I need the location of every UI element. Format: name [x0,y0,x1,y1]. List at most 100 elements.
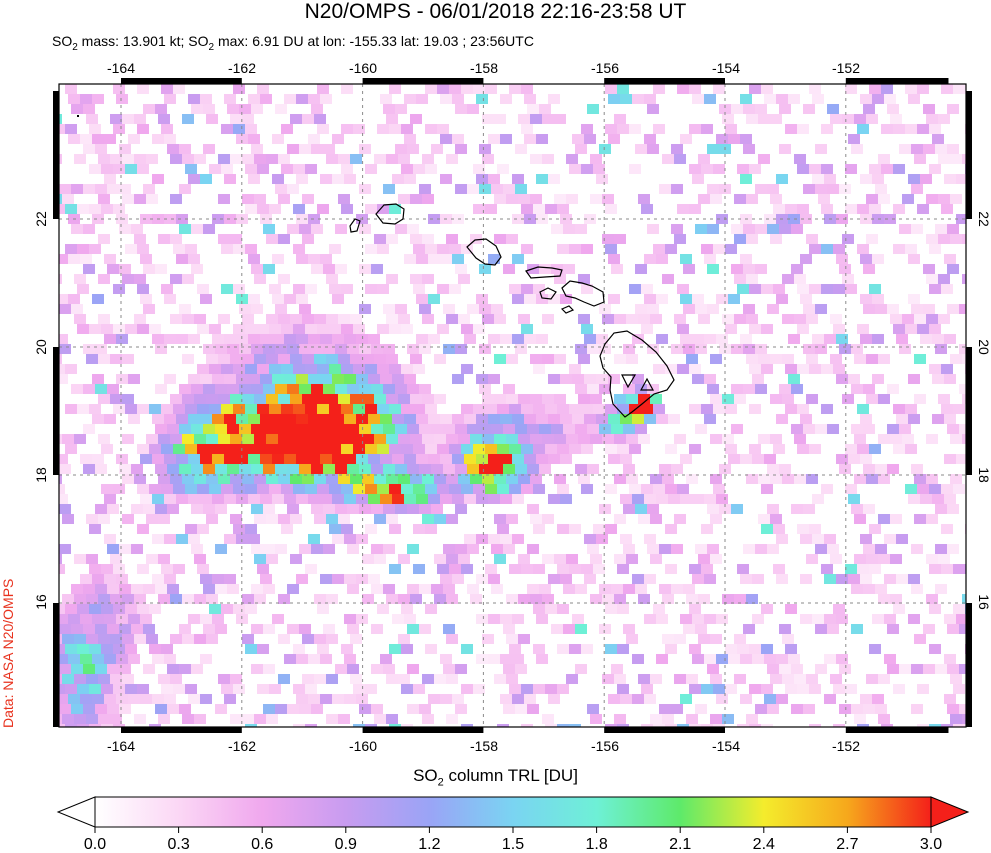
so2-pixel [737,284,749,294]
so2-pixel [422,234,434,244]
so2-pixel [221,124,233,134]
frame-bar [845,727,949,733]
so2-pixel [308,334,320,344]
so2-pixel [203,424,215,434]
frame-bar [966,347,972,475]
so2-pixel [449,284,461,294]
so2-pixel [614,474,626,484]
so2-pixel [272,134,284,144]
so2-pixel [986,554,991,564]
so2-pixel [758,514,770,524]
so2-pixel [131,624,143,634]
so2-pixel [89,124,101,134]
so2-pixel [122,514,134,524]
so2-pixel [926,194,938,204]
so2-pixel [968,534,980,544]
so2-pixel [863,304,875,314]
so2-pixel [98,234,110,244]
so2-pixel [476,494,488,504]
so2-pixel [878,594,890,604]
so2-pixel [317,364,329,374]
so2-pixel [560,454,572,464]
so2-pixel [137,444,149,454]
so2-pixel [296,94,308,104]
so2-pixel [323,344,335,354]
so2-pixel [350,354,362,364]
so2-pixel [329,324,341,334]
so2-pixel [101,724,113,727]
so2-pixel [257,204,269,214]
so2-pixel [329,404,341,414]
so2-pixel [524,134,536,144]
so2-pixel [791,424,803,434]
so2-pixel [488,454,500,464]
so2-pixel [743,304,755,314]
so2-pixel [626,554,638,564]
so2-pixel [506,474,518,484]
so2-pixel [572,134,584,144]
so2-pixel [599,424,611,434]
so2-pixel [845,564,857,574]
so2-pixel [929,644,941,654]
so2-pixel [749,644,761,654]
so2-pixel [716,334,728,344]
so2-pixel [143,624,155,634]
so2-pixel [371,424,383,434]
so2-pixel [953,684,965,694]
so2-pixel [785,124,797,134]
colorbar: 0.0 0.3 0.6 0.9 1.2 1.5 1.8 2.1 2.4 2.7 … [56,796,970,853]
so2-pixel [392,414,404,424]
frame-bar [604,727,725,733]
so2-pixel [593,564,605,574]
so2-pixel [374,474,386,484]
so2-pixel [788,334,800,344]
so2-pixel [443,664,455,674]
so2-subscript: 2 [208,41,215,53]
so2-pixel [323,384,335,394]
so2-pixel [527,424,539,434]
so2-pixel [311,104,323,114]
so2-pixel [632,374,644,384]
so2-pixel [764,214,776,224]
so2-pixel [746,714,758,724]
so2-pixel [668,414,680,424]
so2-pixel [137,84,149,94]
so2-pixel [293,724,305,727]
so2-pixel [878,474,890,484]
so2-pixel [770,674,782,684]
so2-pixel [65,444,77,454]
so2-pixel [155,504,167,514]
so2-pixel [947,704,959,714]
so2-pixel [335,384,347,394]
island-niihau [349,218,361,233]
so2-pixel [791,384,803,394]
so2-pixel [341,84,353,94]
so2-pixel [278,514,290,524]
so2-pixel [983,424,991,434]
so2-pixel [248,134,260,144]
so2-pixel [353,724,365,727]
so2-pixel [89,204,101,214]
so2-pixel [671,584,683,594]
so2-pixel [605,124,617,134]
so2-pixel [359,704,371,714]
so2-pixel [788,654,800,664]
so2-pixel [617,444,629,454]
so2-pixel [509,444,521,454]
so2-pixel [461,644,473,654]
so2-pixel [830,554,842,564]
so2-pixel [746,354,758,364]
so2-pixel [344,454,356,464]
so2-pixel [707,664,719,674]
so2-pixel [692,334,704,344]
so2-pixel [416,294,428,304]
so2-pixel [515,704,527,714]
so2-pixel [905,404,917,414]
so2-pixel [524,414,536,424]
so2-pixel [320,374,332,384]
so2-pixel [914,354,926,364]
so2-pixel [293,444,305,454]
so2-pixel [200,174,212,184]
so2-pixel [170,274,182,284]
so2-pixel [404,254,416,264]
